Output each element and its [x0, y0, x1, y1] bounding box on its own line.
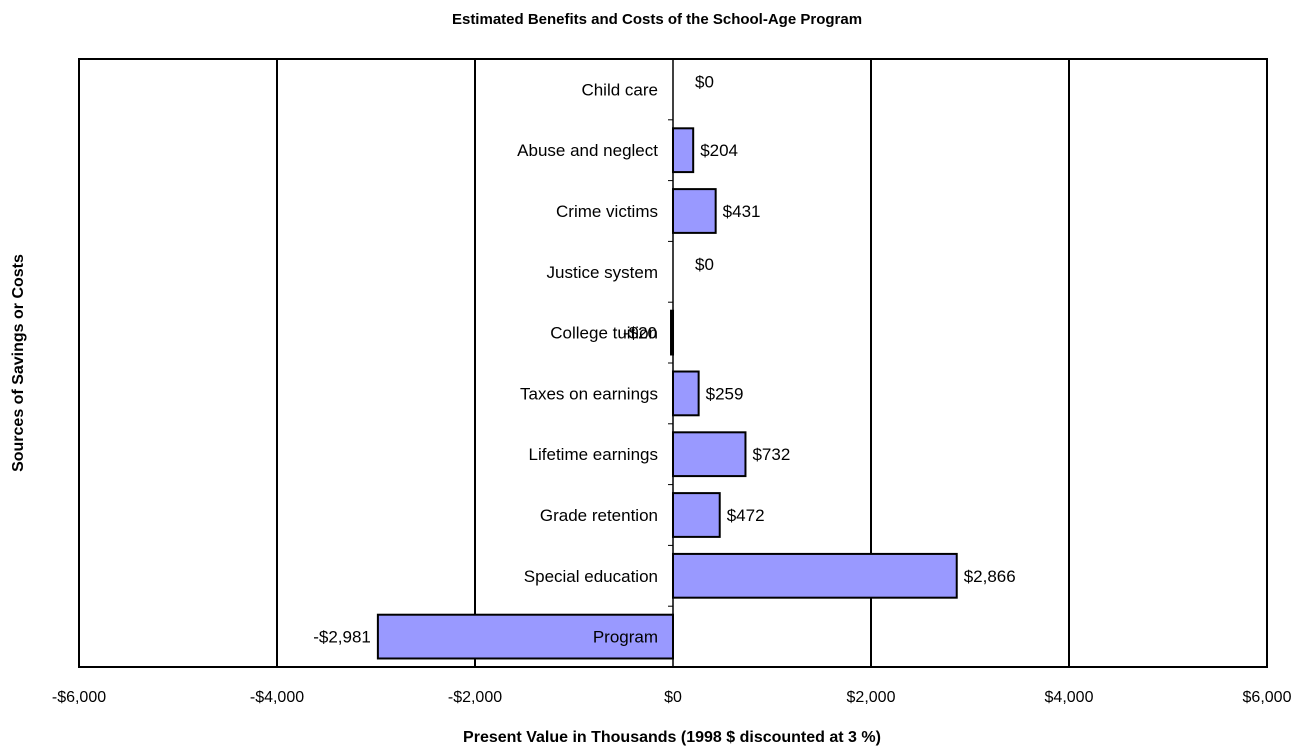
data-label-9: -$2,981 [313, 628, 371, 647]
x-tick-label-3: $0 [664, 689, 682, 706]
x-tick-label-6: $6,000 [1243, 689, 1292, 706]
bars [376, 127, 958, 660]
bar-1 [672, 127, 695, 174]
x-axis-title: Present Value in Thousands (1998 $ disco… [463, 729, 881, 746]
bar-5 [672, 370, 700, 417]
category-label-9: Program [593, 628, 658, 647]
data-label-3: $0 [695, 255, 714, 274]
data-label-5: $259 [706, 384, 744, 403]
x-tick-label-1: -$4,000 [250, 689, 304, 706]
x-tick-label-5: $4,000 [1045, 689, 1094, 706]
category-label-7: Grade retention [540, 506, 658, 525]
category-labels: Child care Abuse and neglect Crime victims… [517, 80, 658, 646]
data-label-4: -$20 [623, 324, 657, 343]
category-label-8: Special education [524, 567, 658, 586]
data-label-6: $732 [752, 445, 790, 464]
data-label-0: $0 [695, 72, 714, 91]
data-label-7: $472 [727, 506, 765, 525]
data-label-1: $204 [700, 141, 738, 160]
category-label-4: College tuition [550, 324, 658, 343]
x-tick-label-0: -$6,000 [52, 689, 106, 706]
chart-title: Estimated Benefits and Costs of the Scho… [452, 11, 862, 28]
x-tick-label-2: -$2,000 [448, 689, 502, 706]
category-label-0: Child care [581, 80, 658, 99]
bar-2 [672, 188, 717, 234]
y-axis-title: Sources of Savings or Costs [10, 254, 27, 472]
category-label-6: Lifetime earnings [529, 445, 658, 464]
data-label-8: $2,866 [964, 567, 1016, 586]
bar-8 [672, 552, 958, 599]
x-tick-labels: -$6,000 -$4,000 -$2,000 $0 $2,000 $4,000 $6,00… [52, 689, 1292, 706]
gridlines [276, 59, 1070, 667]
x-tick-label-4: $2,000 [847, 689, 896, 706]
bar-9 [376, 613, 674, 660]
category-label-5: Taxes on earnings [520, 384, 658, 403]
bar-6 [672, 431, 747, 478]
category-label-1: Abuse and neglect [517, 141, 658, 160]
category-label-3: Justice system [547, 263, 658, 282]
category-label-2: Crime victims [556, 202, 658, 221]
data-labels: $0 $204 $431 $0 -$20 $259 $732 $472 $2,866 -$2,98… [313, 72, 1016, 646]
bar-7 [672, 492, 721, 538]
data-label-2: $431 [723, 202, 761, 221]
category-axis [668, 58, 674, 668]
